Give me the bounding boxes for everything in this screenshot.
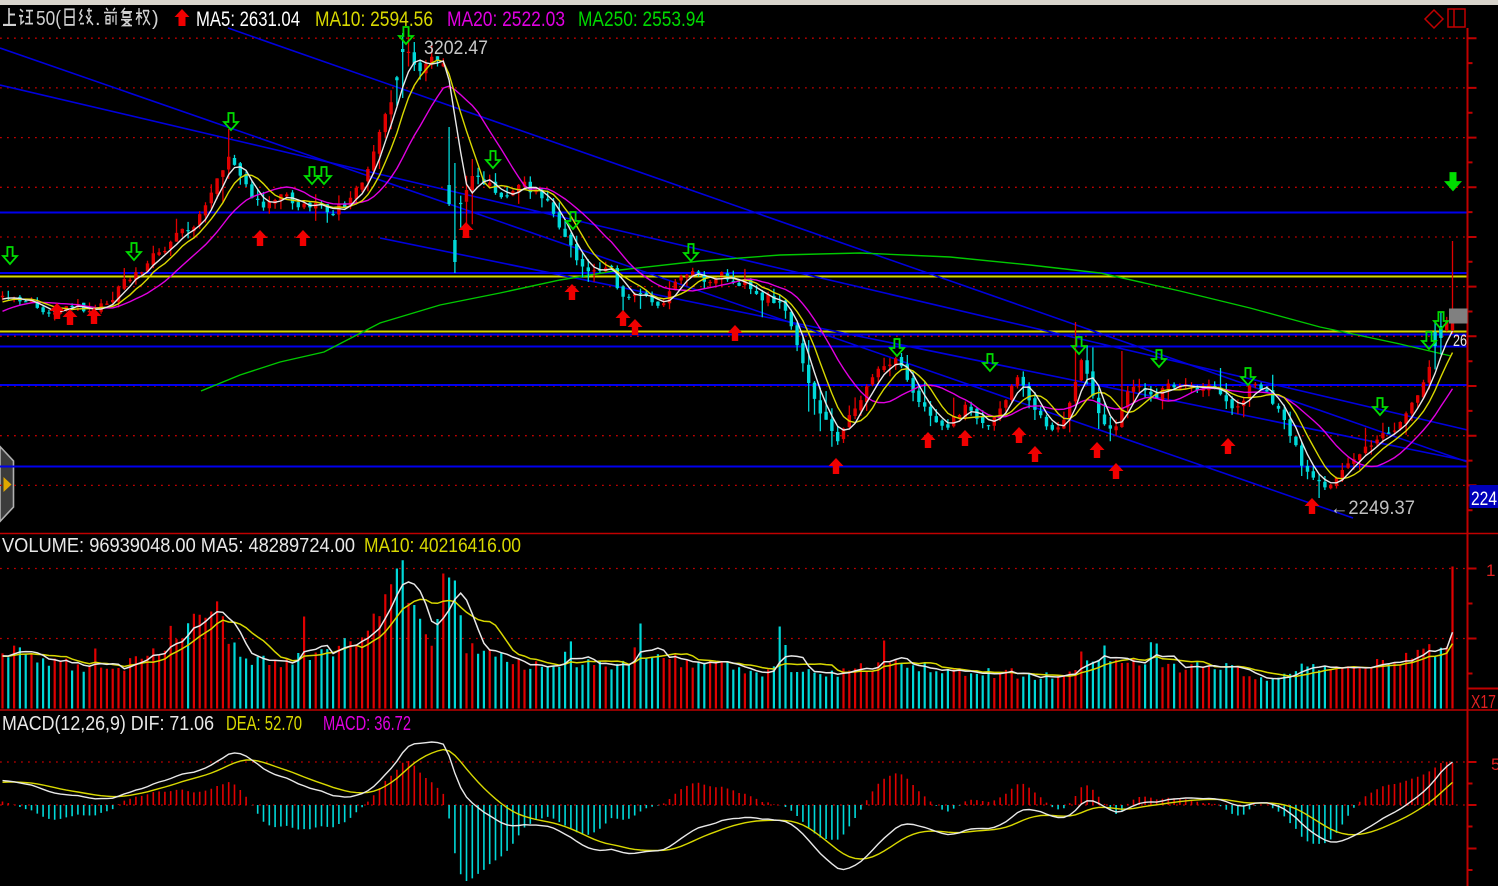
svg-text:MACD(12,26,9) DIF: 71.06: MACD(12,26,9) DIF: 71.06 — [2, 713, 214, 735]
svg-text:MACD: 36.72: MACD: 36.72 — [323, 713, 411, 735]
svg-text:): ) — [152, 8, 159, 30]
svg-text:MA10: 2594.56: MA10: 2594.56 — [315, 8, 433, 31]
svg-text:26: 26 — [1453, 331, 1467, 350]
svg-text:DEA: 52.70: DEA: 52.70 — [226, 713, 302, 735]
svg-text:MA250: 2553.94: MA250: 2553.94 — [578, 8, 705, 31]
svg-text:VOLUME: 96939048.00 MA5: 4828: VOLUME: 96939048.00 MA5: 48289724.00 — [2, 535, 355, 557]
svg-text:←2249.37: ←2249.37 — [1330, 498, 1415, 519]
svg-text:5: 5 — [1491, 755, 1498, 774]
svg-text:.: . — [95, 8, 101, 30]
svg-text:50(: 50( — [36, 8, 61, 30]
svg-text:MA10: 40216416.00: MA10: 40216416.00 — [364, 535, 521, 557]
svg-text:MA5: 2631.04: MA5: 2631.04 — [196, 8, 300, 31]
svg-text:3202.47: 3202.47 — [424, 38, 488, 59]
svg-text:1: 1 — [1486, 561, 1495, 580]
svg-text:X17: X17 — [1471, 692, 1496, 712]
svg-text:224: 224 — [1471, 489, 1497, 510]
svg-text:MA20: 2522.03: MA20: 2522.03 — [447, 8, 565, 31]
